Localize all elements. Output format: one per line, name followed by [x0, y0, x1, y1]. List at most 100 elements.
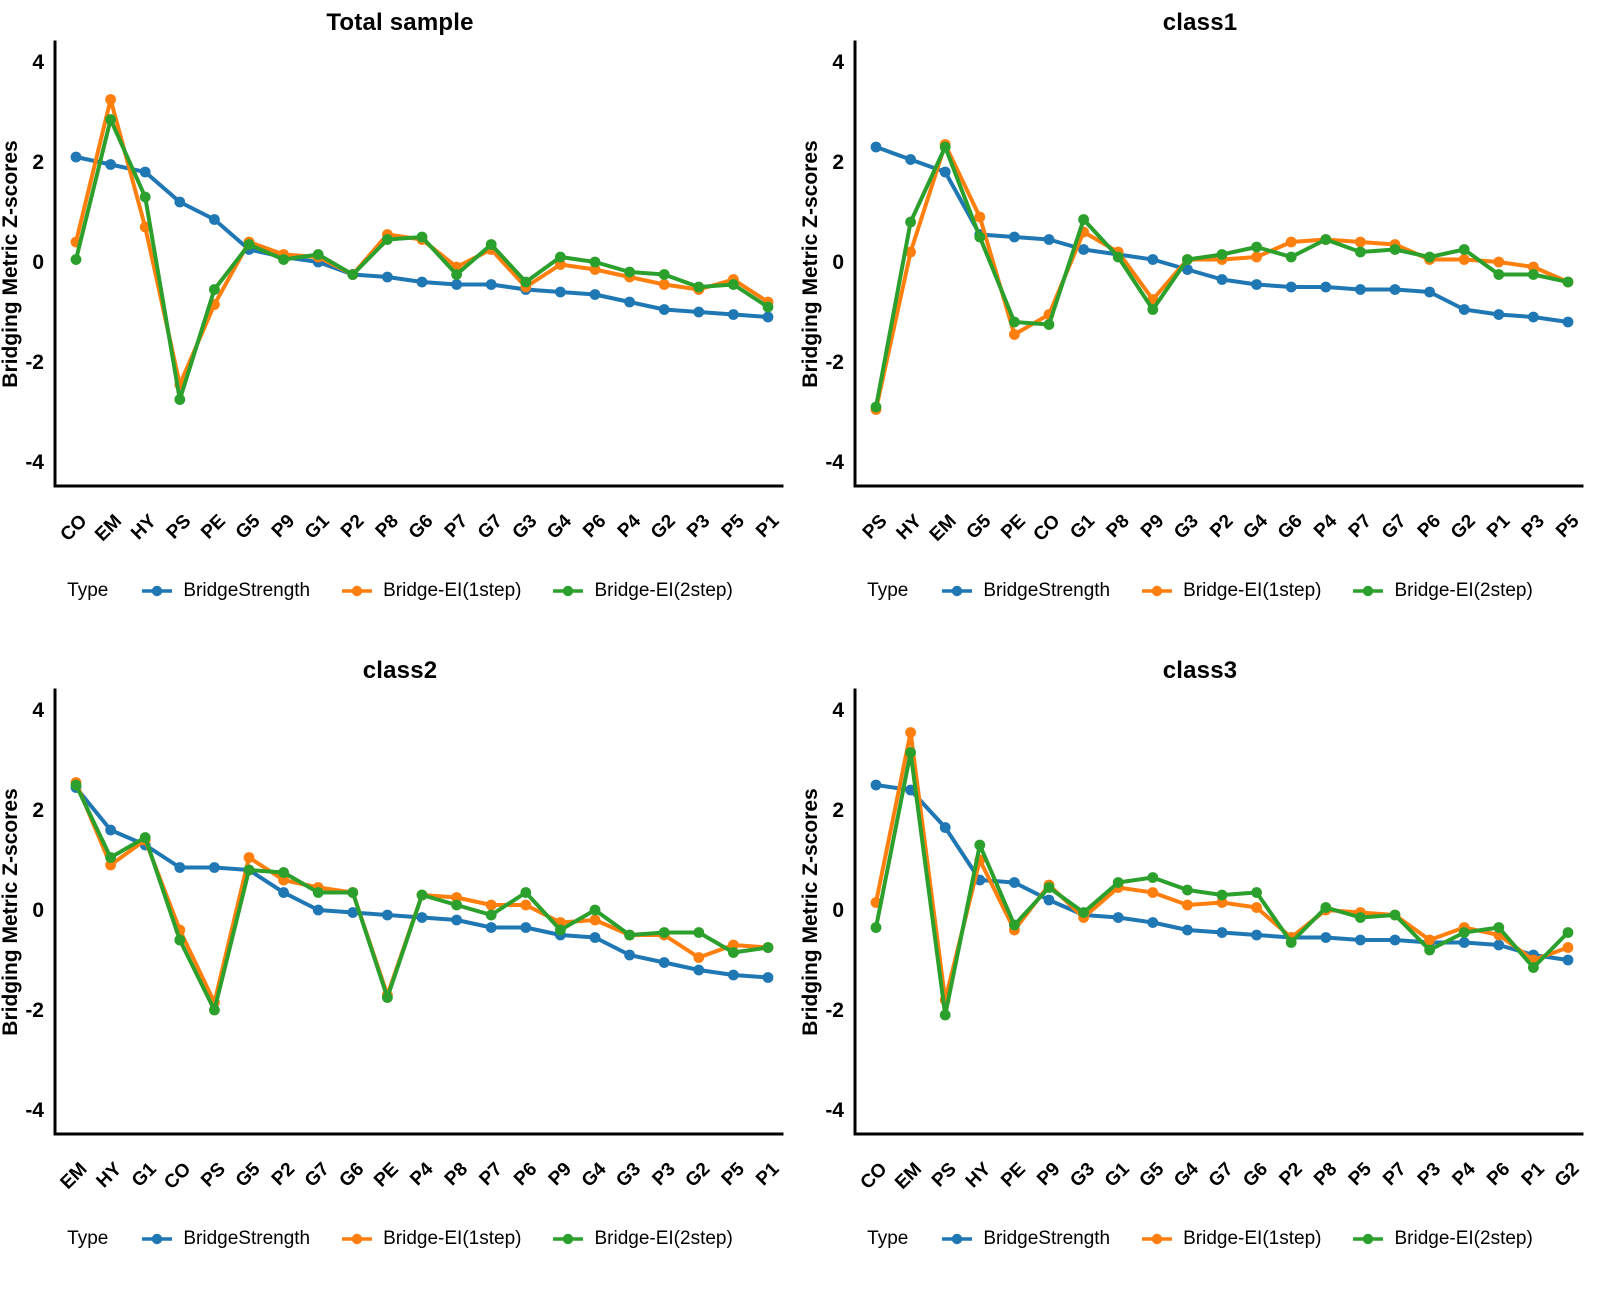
- svg-text:4: 4: [832, 51, 844, 74]
- legend-title: Type: [867, 580, 909, 601]
- svg-text:P7: P7: [441, 511, 472, 542]
- svg-text:PE: PE: [997, 1159, 1030, 1192]
- legend-item-label: BridgeStrength: [183, 580, 311, 601]
- svg-text:P1: P1: [752, 1158, 784, 1190]
- line-dot-marker-icon: [942, 1233, 973, 1245]
- legend-item-bridge-ei-2step: Bridge-EI(2step): [1351, 580, 1533, 602]
- svg-text:P4: P4: [614, 510, 646, 542]
- svg-text:PS: PS: [163, 511, 196, 544]
- svg-text:P5: P5: [1345, 1158, 1377, 1190]
- svg-text:P8: P8: [372, 511, 403, 542]
- svg-text:P9: P9: [545, 1159, 576, 1190]
- legend-item-label: Bridge-EI(1step): [1183, 580, 1322, 601]
- svg-text:G4: G4: [578, 1158, 611, 1191]
- svg-text:0: 0: [832, 251, 844, 274]
- svg-text:0: 0: [832, 899, 844, 922]
- svg-text:G6: G6: [336, 1159, 369, 1192]
- svg-text:G3: G3: [612, 1159, 645, 1192]
- legend-item-label: Bridge-EI(2step): [1394, 1228, 1533, 1249]
- legend-item-label: BridgeStrength: [983, 1228, 1111, 1249]
- legend-item-label: Bridge-EI(2step): [594, 1228, 733, 1249]
- svg-text:2: 2: [32, 151, 44, 174]
- svg-text:G1: G1: [301, 510, 334, 543]
- svg-text:EM: EM: [891, 1159, 926, 1194]
- svg-text:0: 0: [32, 899, 44, 922]
- legend-item-bridge-ei-1step: Bridge-EI(1step): [340, 1228, 521, 1250]
- svg-text:G5: G5: [1136, 1158, 1169, 1191]
- svg-text:G7: G7: [474, 511, 507, 544]
- svg-text:P8: P8: [1310, 1159, 1341, 1190]
- svg-text:CO: CO: [160, 1159, 195, 1194]
- svg-text:G4: G4: [1170, 1158, 1203, 1191]
- svg-text:G2: G2: [1447, 511, 1480, 544]
- svg-text:PE: PE: [197, 511, 230, 544]
- chart-legend: Type BridgeStrength Bridge-EI(1step) Bri…: [67, 1228, 733, 1250]
- svg-text:Bridging Metric Z-scores: Bridging Metric Z-scores: [800, 788, 822, 1035]
- svg-text:P5: P5: [718, 510, 750, 542]
- svg-text:G4: G4: [543, 510, 576, 543]
- legend-item-bridge-ei-1step: Bridge-EI(1step): [1140, 580, 1321, 602]
- svg-text:P4: P4: [1310, 510, 1342, 542]
- svg-text:HY: HY: [962, 1158, 996, 1192]
- legend-item-bridge-ei-2step: Bridge-EI(2step): [551, 1228, 733, 1250]
- svg-text:-4: -4: [25, 1099, 44, 1122]
- svg-text:P1: P1: [1483, 510, 1515, 542]
- svg-text:EM: EM: [91, 511, 126, 546]
- svg-text:G4: G4: [1239, 510, 1272, 543]
- svg-text:G3: G3: [1170, 511, 1203, 544]
- svg-text:P9: P9: [1137, 511, 1168, 542]
- line-dot-marker-icon: [1142, 585, 1173, 597]
- svg-text:P6: P6: [510, 1159, 541, 1190]
- svg-text:P6: P6: [1414, 511, 1445, 542]
- svg-text:G1: G1: [1101, 1158, 1134, 1191]
- panel-class2: class2 4 2 0 -2 -4 Bridging Metric Z-scores EM…: [0, 648, 800, 1296]
- legend-item-bridgestrength: BridgeStrength: [940, 1228, 1110, 1250]
- legend-item-bridgestrength: BridgeStrength: [140, 580, 310, 602]
- svg-text:4: 4: [32, 699, 44, 722]
- svg-text:4: 4: [32, 51, 44, 74]
- svg-text:G5: G5: [232, 1158, 265, 1191]
- svg-text:G7: G7: [301, 1159, 334, 1192]
- svg-text:CO: CO: [57, 511, 92, 546]
- svg-text:G3: G3: [509, 511, 542, 544]
- svg-text:P3: P3: [683, 511, 714, 542]
- panel-title: class3: [1162, 657, 1238, 684]
- svg-text:Bridging Metric Z-scores: Bridging Metric Z-scores: [0, 140, 22, 387]
- panel-title: class1: [1162, 9, 1238, 36]
- svg-text:-2: -2: [25, 999, 44, 1022]
- svg-text:HY: HY: [93, 1158, 127, 1192]
- svg-text:P9: P9: [268, 511, 299, 542]
- svg-text:G7: G7: [1205, 1159, 1238, 1192]
- svg-text:G3: G3: [1066, 1159, 1099, 1192]
- line-dot-marker-icon: [553, 1233, 584, 1245]
- chart-legend: Type BridgeStrength Bridge-EI(1step) Bri…: [867, 1228, 1533, 1250]
- svg-text:G5: G5: [963, 510, 996, 543]
- svg-text:-4: -4: [825, 451, 844, 474]
- panel-total-sample: Total sample 4 2 0 -2 -4 Bridging Metric Z-sc…: [0, 0, 800, 648]
- chart-legend: Type BridgeStrength Bridge-EI(1step) Bri…: [67, 580, 733, 602]
- legend-item-bridge-ei-2step: Bridge-EI(2step): [1351, 1228, 1533, 1250]
- legend-item-bridgestrength: BridgeStrength: [940, 580, 1110, 602]
- svg-text:P6: P6: [579, 511, 610, 542]
- legend-title: Type: [867, 1228, 909, 1249]
- legend-item-label: BridgeStrength: [183, 1228, 311, 1249]
- svg-text:P3: P3: [648, 1159, 679, 1190]
- panel-title: Total sample: [326, 9, 474, 36]
- line-dot-marker-icon: [942, 585, 973, 597]
- legend-item-label: Bridge-EI(2step): [1394, 580, 1533, 601]
- svg-text:G6: G6: [1239, 1159, 1272, 1192]
- svg-text:-4: -4: [25, 451, 44, 474]
- line-dot-marker-icon: [553, 585, 584, 597]
- svg-text:HY: HY: [893, 510, 927, 544]
- legend-item-label: Bridge-EI(2step): [594, 580, 733, 601]
- line-dot-marker-icon: [1353, 1233, 1384, 1245]
- svg-text:G2: G2: [1551, 1159, 1584, 1192]
- legend-item-bridge-ei-1step: Bridge-EI(1step): [1140, 1228, 1321, 1250]
- line-dot-marker-icon: [342, 585, 373, 597]
- legend-item-label: Bridge-EI(1step): [1183, 1228, 1322, 1249]
- svg-text:Bridging Metric Z-scores: Bridging Metric Z-scores: [0, 788, 22, 1035]
- svg-text:2: 2: [32, 799, 44, 822]
- svg-text:4: 4: [832, 699, 844, 722]
- line-dot-marker-icon: [142, 585, 173, 597]
